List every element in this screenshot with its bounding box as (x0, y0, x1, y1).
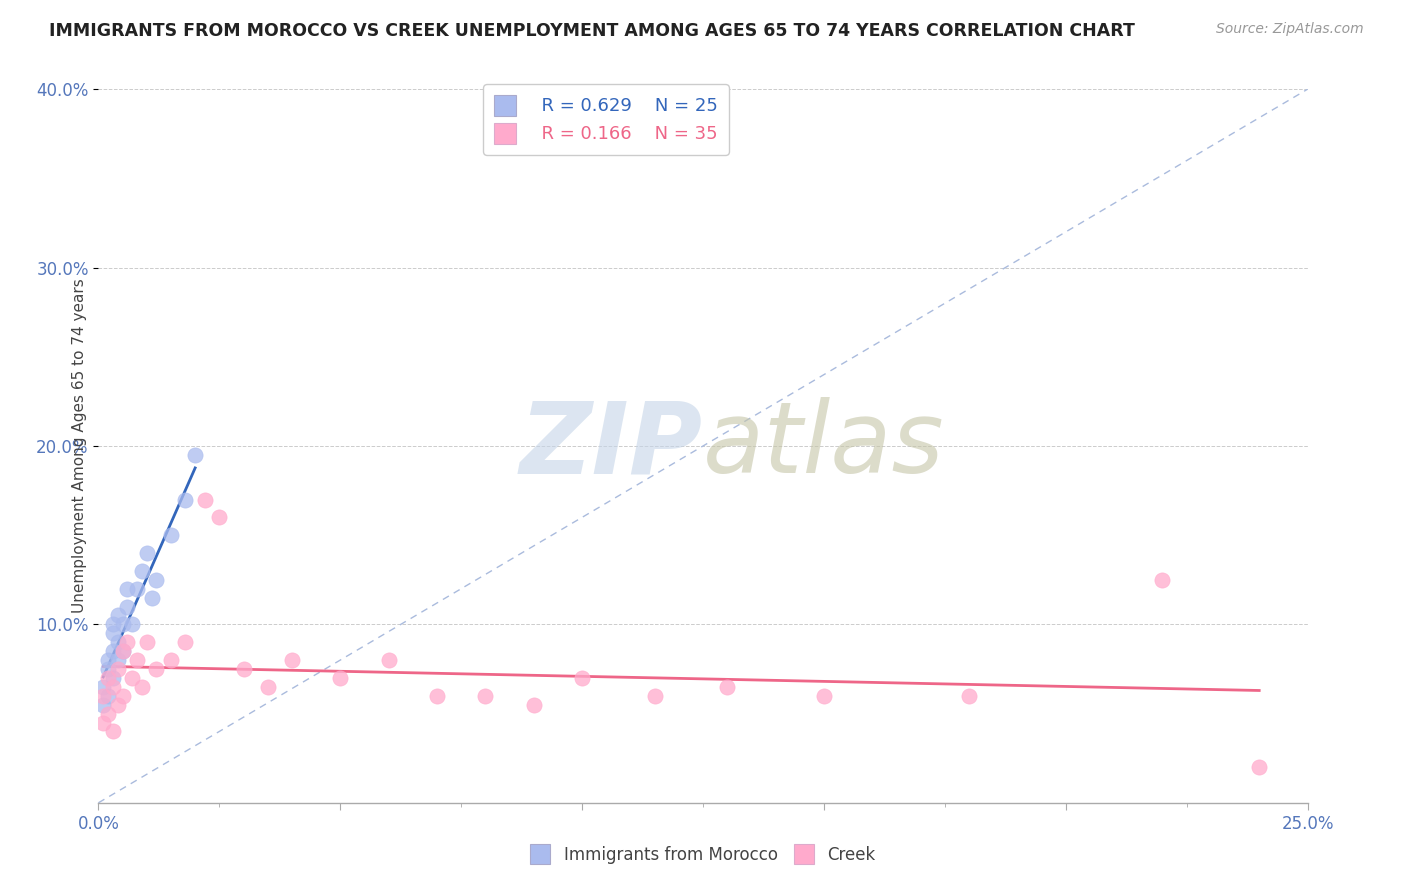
Y-axis label: Unemployment Among Ages 65 to 74 years: Unemployment Among Ages 65 to 74 years (72, 278, 87, 614)
Point (97, 689, 120, 703)
Point (111, 644, 134, 658)
Legend:   R = 0.629    N = 25,   R = 0.166    N = 35: R = 0.629 N = 25, R = 0.166 N = 35 (484, 84, 730, 154)
Point (145, 573, 167, 587)
Legend: Immigrants from Morocco, Creek: Immigrants from Morocco, Creek (523, 838, 883, 871)
Point (256, 680, 278, 694)
Point (101, 724, 124, 739)
Point (107, 698, 129, 712)
Point (97, 706, 120, 721)
Point (131, 680, 153, 694)
Point (160, 528, 183, 542)
Point (91, 680, 114, 694)
Point (329, 671, 352, 685)
Point (377, 653, 399, 667)
Point (107, 662, 129, 676)
Text: ZIP: ZIP (520, 398, 703, 494)
Point (426, 689, 449, 703)
Point (474, 689, 496, 703)
Point (101, 671, 124, 685)
Point (107, 608, 129, 623)
Point (127, 653, 149, 667)
Point (716, 680, 738, 694)
Point (91, 698, 114, 712)
Point (97, 671, 120, 685)
Point (107, 635, 129, 649)
Point (101, 680, 124, 694)
Point (194, 492, 217, 507)
Point (117, 582, 139, 596)
Text: Source: ZipAtlas.com: Source: ZipAtlas.com (1216, 22, 1364, 37)
Point (160, 653, 183, 667)
Text: IMMIGRANTS FROM MOROCCO VS CREEK UNEMPLOYMENT AMONG AGES 65 TO 74 YEARS CORRELAT: IMMIGRANTS FROM MOROCCO VS CREEK UNEMPLO… (49, 22, 1135, 40)
Point (135, 635, 157, 649)
Point (644, 689, 666, 703)
Point (97, 653, 120, 667)
Point (1152, 573, 1174, 587)
Point (111, 689, 134, 703)
Point (184, 448, 207, 462)
Point (111, 644, 134, 658)
Point (571, 671, 593, 685)
Point (101, 644, 124, 658)
Point (1249, 760, 1271, 774)
Point (111, 617, 134, 632)
Point (91, 715, 114, 730)
Point (281, 653, 304, 667)
Point (117, 599, 139, 614)
Point (91, 689, 114, 703)
Point (141, 591, 163, 605)
Text: atlas: atlas (703, 398, 945, 494)
Point (131, 564, 153, 578)
Point (117, 635, 139, 649)
Point (523, 698, 546, 712)
Point (135, 546, 157, 560)
Point (107, 653, 129, 667)
Point (174, 635, 197, 649)
Point (101, 617, 124, 632)
Point (232, 662, 254, 676)
Point (121, 617, 143, 632)
Point (208, 510, 231, 524)
Point (101, 626, 124, 640)
Point (957, 689, 980, 703)
Point (145, 662, 167, 676)
Point (97, 662, 120, 676)
Point (127, 582, 149, 596)
Point (813, 689, 835, 703)
Point (174, 492, 197, 507)
Point (121, 671, 143, 685)
